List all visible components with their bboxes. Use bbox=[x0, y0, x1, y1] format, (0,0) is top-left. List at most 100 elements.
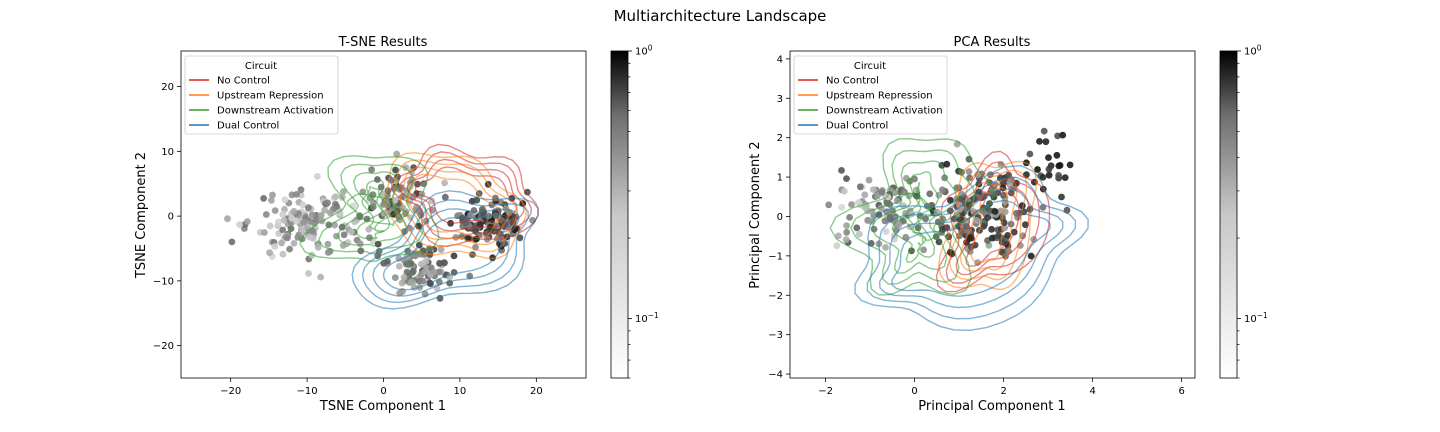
tsne-scatter-point bbox=[516, 234, 524, 242]
tsne-contour-dual-control bbox=[351, 190, 539, 310]
pca-y-tick-label: −3 bbox=[768, 330, 783, 341]
tsne-legend-label: No Control bbox=[217, 76, 270, 87]
tsne-x-tick-label: −20 bbox=[220, 386, 241, 397]
pca-scatter-point bbox=[995, 232, 1002, 240]
pca-y-tick-label: −1 bbox=[768, 251, 783, 262]
pca-x-label: Principal Component 1 bbox=[918, 399, 1065, 414]
tsne-y-tick-label: 20 bbox=[161, 82, 174, 93]
tsne-contour-upstream-repression bbox=[399, 166, 510, 246]
pca-contour-downstream-activation bbox=[850, 149, 977, 285]
pca-y-tick-label: −4 bbox=[768, 370, 783, 381]
tsne-scatter-point bbox=[435, 268, 443, 276]
tsne-contour-downstream-activation bbox=[355, 178, 391, 240]
pca-scatter-point bbox=[1001, 224, 1009, 232]
tsne-legend-title: Circuit bbox=[245, 61, 277, 72]
tsne-scatter-point bbox=[279, 250, 287, 258]
pca-x-ticks: −2 0 2 4 6 bbox=[818, 378, 1185, 397]
pca-legend: Circuit No Control Upstream Repression Dow… bbox=[793, 55, 948, 135]
pca-scatter-point bbox=[1040, 127, 1048, 135]
pca-scatter-point bbox=[1054, 132, 1061, 140]
tsne-scatter-point bbox=[324, 249, 332, 256]
tsne-scatter-point bbox=[290, 208, 298, 215]
pca-colorbar-ticks: 100 10−1 bbox=[1237, 44, 1268, 379]
tsne-scatter-point bbox=[450, 252, 458, 260]
pca-scatter-point bbox=[1058, 193, 1065, 201]
pca-legend-label: No Control bbox=[826, 76, 879, 87]
pca-scatter-point bbox=[838, 203, 846, 211]
tsne-scatter-point bbox=[400, 274, 408, 281]
pca-colorbar: 100 10−1 bbox=[1219, 44, 1268, 379]
pca-contour-dual-control bbox=[866, 176, 1077, 320]
tsne-scatter-point bbox=[236, 221, 244, 229]
pca-scatter-point bbox=[988, 234, 996, 242]
tsne-scatter-point bbox=[317, 212, 325, 219]
pca-scatter-point bbox=[882, 228, 890, 235]
pca-contour-no-control bbox=[935, 150, 1051, 293]
pca-y-ticks: −4 −3 −2 −1 0 1 2 3 4 bbox=[768, 54, 790, 381]
tsne-scatter-point bbox=[395, 262, 403, 270]
pca-contour-downstream-activation bbox=[829, 137, 995, 296]
tsne-scatter-point bbox=[280, 216, 288, 224]
tsne-title: T-SNE Results bbox=[338, 35, 428, 50]
tsne-scatter-point bbox=[260, 195, 267, 202]
pca-legend-items: No Control Upstream Repression Downstream … bbox=[798, 76, 943, 132]
pca-y-label: Principal Component 2 bbox=[748, 141, 763, 288]
tsne-scatter-point bbox=[421, 268, 429, 275]
pca-scatter-point bbox=[840, 187, 848, 195]
pca-scatter-point bbox=[1045, 171, 1053, 179]
pca-x-tick-label: 2 bbox=[1000, 386, 1006, 397]
tsne-scatter-point bbox=[396, 289, 403, 297]
tsne-scatter-point bbox=[348, 228, 355, 236]
tsne-scatter-point bbox=[306, 233, 313, 241]
pca-scatter-point bbox=[908, 247, 915, 255]
tsne-scatter-point bbox=[279, 211, 287, 218]
pca-contour-upstream-repression bbox=[938, 160, 1038, 291]
tsne-colorbar-tick-label: 10−1 bbox=[635, 311, 659, 325]
pca-x-tick-label: −2 bbox=[818, 386, 833, 397]
tsne-legend-label: Dual Control bbox=[217, 121, 279, 132]
tsne-scatter-point bbox=[286, 245, 293, 253]
tsne-contour-no-control bbox=[414, 166, 518, 224]
pca-scatter-point bbox=[878, 189, 886, 196]
pca-legend-label: Upstream Repression bbox=[826, 91, 933, 102]
pca-x-tick-label: 0 bbox=[911, 386, 917, 397]
pca-contour-dual-control bbox=[891, 199, 1051, 297]
tsne-scatter-point bbox=[287, 225, 295, 233]
pca-scatter-point bbox=[1036, 138, 1043, 145]
pca-scatter-point bbox=[856, 183, 864, 191]
tsne-y-tick-label: 10 bbox=[161, 147, 174, 158]
pca-scatter-point bbox=[843, 175, 850, 183]
tsne-scatter-point bbox=[368, 166, 375, 174]
tsne-y-ticks: −20 −10 0 10 20 bbox=[153, 82, 181, 352]
pca-colorbar-tick-label: 10−1 bbox=[1244, 311, 1268, 325]
tsne-scatter-point bbox=[262, 211, 270, 218]
tsne-scatter-point bbox=[284, 234, 291, 242]
tsne-scatter-point bbox=[224, 215, 231, 223]
tsne-scatter-point bbox=[279, 226, 287, 234]
tsne-scatter-point bbox=[305, 204, 312, 212]
pca-scatter-point bbox=[991, 208, 999, 215]
pca-scatter-point bbox=[1061, 174, 1069, 182]
tsne-contour-dual-control bbox=[382, 213, 511, 291]
pca-scatter-point bbox=[1042, 138, 1050, 146]
tsne-scatter-point bbox=[268, 196, 275, 204]
pca-scatter-point bbox=[881, 217, 889, 225]
tsne-scatter-point bbox=[308, 211, 316, 219]
pca-scatter-point bbox=[1026, 150, 1034, 158]
pca-scatter-point bbox=[1000, 192, 1007, 199]
pca-scatter-point bbox=[1055, 172, 1062, 179]
tsne-contour-downstream-activation bbox=[361, 185, 396, 233]
tsne-scatter-point bbox=[391, 274, 399, 281]
pca-scatter-point bbox=[895, 221, 903, 228]
tsne-x-ticks: −20 −10 0 10 20 bbox=[220, 378, 543, 397]
pca-scatter-point bbox=[835, 232, 842, 240]
tsne-contour-dual-control bbox=[372, 208, 520, 297]
pca-contour-dual-control bbox=[854, 164, 1089, 332]
tsne-x-tick-label: 10 bbox=[454, 386, 467, 397]
pca-scatter-point bbox=[1013, 209, 1020, 217]
tsne-legend: Circuit No Control Upstream Repression Dow… bbox=[184, 55, 339, 135]
tsne-scatter-point bbox=[365, 226, 373, 233]
tsne-scatter-point bbox=[325, 221, 333, 229]
tsne-scatter-point bbox=[392, 166, 399, 174]
